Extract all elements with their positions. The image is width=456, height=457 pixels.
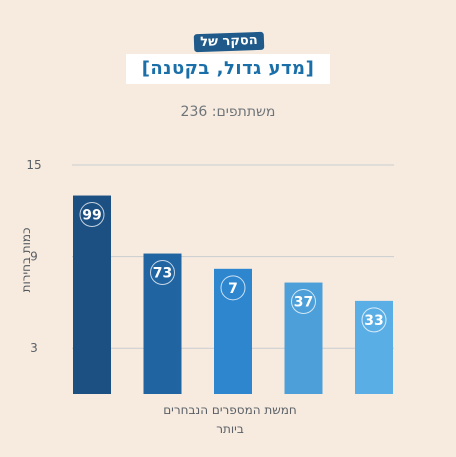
bar-category-label: 7 bbox=[228, 281, 238, 297]
bar bbox=[143, 253, 182, 394]
y-axis-label-text: כמות בחירות bbox=[19, 227, 33, 293]
bar-label-circle bbox=[150, 260, 175, 286]
bar bbox=[355, 300, 393, 394]
bar-category-label: 37 bbox=[294, 295, 313, 311]
bar-label-circle bbox=[361, 307, 387, 333]
participants-count: משתתפים: 236 bbox=[180, 104, 276, 120]
y-tick-label: 9 bbox=[30, 250, 38, 264]
bar bbox=[284, 282, 323, 394]
bar-label-circle bbox=[291, 289, 316, 315]
bar bbox=[214, 268, 252, 394]
bar-category-label: 33 bbox=[364, 313, 383, 329]
x-axis-label: חמשת המספרים הנבחרים ביותר bbox=[163, 403, 297, 436]
bar-category-label: 99 bbox=[82, 208, 101, 224]
bar-label-circle bbox=[220, 275, 246, 301]
y-tick-label: 3 bbox=[30, 341, 38, 355]
y-tick-label: 15 bbox=[26, 158, 41, 172]
bar-label-circle bbox=[79, 202, 105, 228]
bar bbox=[73, 195, 111, 394]
bar-category-label: 73 bbox=[153, 266, 172, 282]
chart-title: [מדע גדול, בקטנה] bbox=[126, 54, 330, 84]
